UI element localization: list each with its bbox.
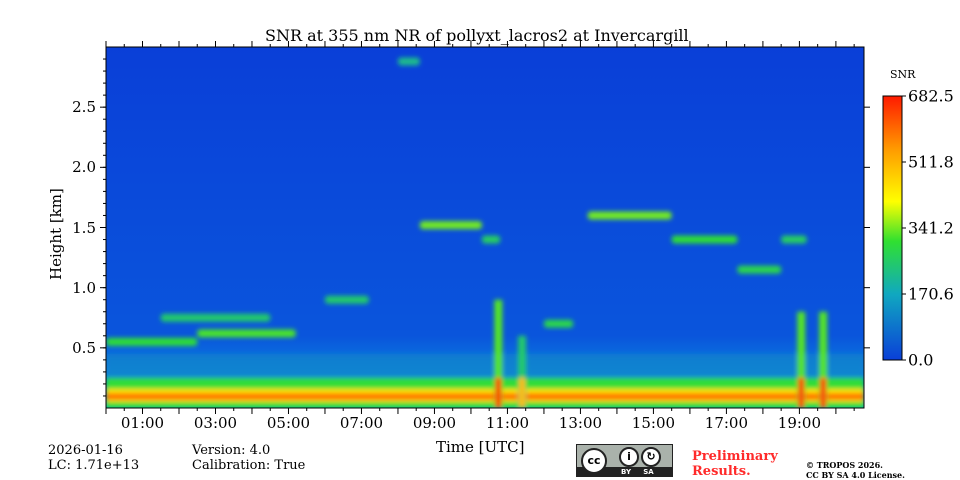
cloud-layer — [397, 57, 420, 66]
x-tick-label: 05:00 — [266, 414, 311, 432]
colorbar-label: SNR — [890, 68, 916, 81]
results-text: Results. — [692, 464, 751, 479]
calibration-text: Calibration: True — [192, 458, 306, 473]
colorbar-tick-label: 682.5 — [908, 86, 954, 106]
colorbar — [882, 95, 903, 361]
cc-by-sa-logo: cc i ↻ BY SA — [576, 444, 673, 477]
x-tick-label: 11:00 — [485, 414, 530, 432]
x-tick-label: 09:00 — [412, 414, 457, 432]
cloud-layer — [781, 235, 807, 244]
y-tick-label: 1.0 — [72, 278, 96, 297]
lc-text: LC: 1.71e+13 — [48, 458, 140, 473]
x-tick-label: 01:00 — [120, 414, 165, 432]
colorbar-tick-label: 511.8 — [908, 152, 954, 172]
plot-background — [106, 47, 864, 408]
copyright-text: © TROPOS 2026. — [806, 460, 883, 470]
precip-column — [819, 311, 828, 408]
preliminary-text: Preliminary — [692, 449, 778, 464]
x-axis-label: Time [UTC] — [436, 438, 525, 456]
by-person-icon: i — [619, 447, 639, 467]
cloud-layer — [737, 265, 782, 274]
cloud-layer — [324, 295, 369, 304]
y-tick-label: 2.0 — [72, 158, 96, 177]
y-tick-label: 0.5 — [72, 338, 96, 357]
sa-share-icon: ↻ — [641, 447, 661, 467]
precip-column — [494, 299, 503, 408]
precip-column-core — [820, 377, 827, 408]
cloud-layer — [106, 337, 198, 346]
version-text: Version: 4.0 — [192, 443, 271, 458]
cloud-layer — [543, 319, 574, 328]
cloud-layer — [419, 221, 482, 230]
y-tick-label: 1.5 — [72, 218, 96, 237]
precip-column-core — [519, 377, 526, 408]
precip-column-core — [495, 377, 502, 408]
cc-icon: cc — [581, 448, 607, 474]
cloud-layer — [197, 329, 296, 338]
x-tick-label: 15:00 — [631, 414, 676, 432]
colorbar-tick-label: 170.6 — [908, 284, 954, 304]
cloud-layer — [481, 235, 501, 244]
precip-column — [518, 335, 527, 408]
cloud-layer — [587, 211, 672, 220]
x-tick-label: 03:00 — [193, 414, 238, 432]
chart-title: SNR at 355 nm NR of pollyxt_lacros2 at I… — [265, 26, 689, 45]
x-tick-label: 07:00 — [339, 414, 384, 432]
license-text: CC BY SA 4.0 License. — [806, 470, 905, 480]
precip-column — [797, 311, 806, 408]
surface-layer — [106, 393, 864, 400]
colorbar-tick-label: 341.2 — [908, 218, 954, 238]
cloud-layer — [671, 235, 738, 244]
y-tick-label: 2.5 — [72, 98, 96, 117]
date-text: 2026-01-16 — [48, 443, 123, 458]
cloud-layer — [160, 313, 271, 322]
x-tick-label: 13:00 — [558, 414, 603, 432]
y-axis-label: Height [km] — [47, 188, 65, 280]
colorbar-tick-label: 0.0 — [908, 350, 934, 370]
precip-column-core — [798, 377, 805, 408]
x-tick-label: 17:00 — [704, 414, 749, 432]
x-tick-label: 19:00 — [777, 414, 822, 432]
